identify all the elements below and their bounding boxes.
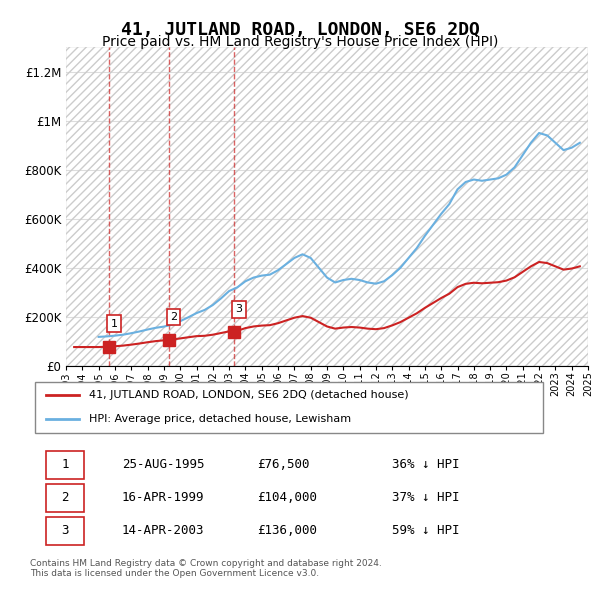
FancyBboxPatch shape: [46, 451, 84, 478]
FancyBboxPatch shape: [35, 382, 543, 432]
Text: Price paid vs. HM Land Registry's House Price Index (HPI): Price paid vs. HM Land Registry's House …: [102, 35, 498, 50]
Text: 36% ↓ HPI: 36% ↓ HPI: [392, 458, 460, 471]
Text: £136,000: £136,000: [257, 525, 317, 537]
Text: 1: 1: [61, 458, 69, 471]
FancyBboxPatch shape: [46, 484, 84, 512]
Text: 3: 3: [61, 525, 69, 537]
Text: £104,000: £104,000: [257, 491, 317, 504]
Text: 25-AUG-1995: 25-AUG-1995: [122, 458, 204, 471]
Text: 16-APR-1999: 16-APR-1999: [122, 491, 204, 504]
Text: 14-APR-2003: 14-APR-2003: [122, 525, 204, 537]
Text: 2: 2: [170, 312, 177, 322]
Text: 37% ↓ HPI: 37% ↓ HPI: [392, 491, 460, 504]
Text: 3: 3: [235, 304, 242, 314]
Text: £76,500: £76,500: [257, 458, 310, 471]
Text: 2: 2: [61, 491, 69, 504]
Text: Contains HM Land Registry data © Crown copyright and database right 2024.
This d: Contains HM Land Registry data © Crown c…: [30, 559, 382, 578]
Text: 1: 1: [110, 319, 118, 329]
Text: 59% ↓ HPI: 59% ↓ HPI: [392, 525, 460, 537]
FancyBboxPatch shape: [46, 517, 84, 545]
Text: 41, JUTLAND ROAD, LONDON, SE6 2DQ: 41, JUTLAND ROAD, LONDON, SE6 2DQ: [121, 21, 479, 39]
Text: HPI: Average price, detached house, Lewisham: HPI: Average price, detached house, Lewi…: [89, 414, 352, 424]
Text: 41, JUTLAND ROAD, LONDON, SE6 2DQ (detached house): 41, JUTLAND ROAD, LONDON, SE6 2DQ (detac…: [89, 391, 409, 401]
